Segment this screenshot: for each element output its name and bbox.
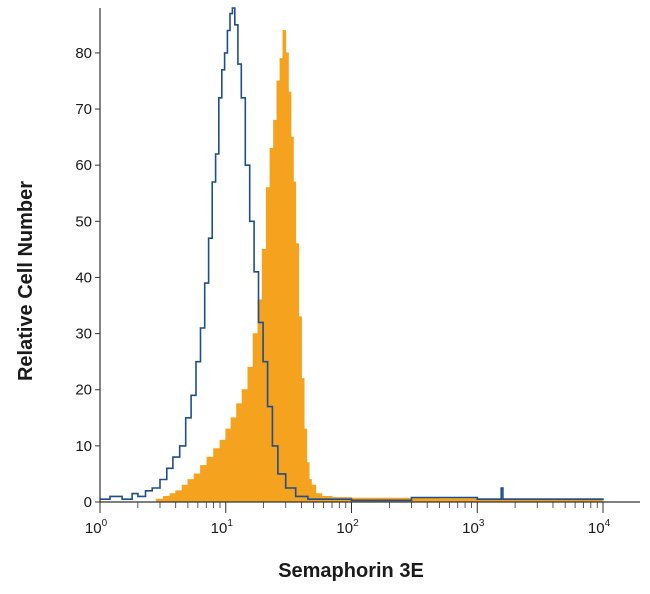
y-tick-label: 30 [75, 326, 92, 343]
x-tick-label: 103 [462, 518, 485, 537]
y-tick-label: 40 [75, 269, 92, 286]
outline-histogram-series [100, 7, 604, 502]
x-tick-label: 101 [211, 518, 234, 537]
y-tick-label: 0 [84, 494, 92, 511]
ticks: 0 10 20 30 40 50 60 70 80 100 101 102 103 104 [75, 45, 610, 537]
y-tick-label: 60 [75, 157, 92, 174]
x-tick-label: 102 [336, 518, 359, 537]
y-axis-title: Relative Cell Number [15, 181, 37, 381]
filled-histogram-series [155, 30, 603, 503]
axes [99, 8, 640, 503]
y-tick-label: 80 [75, 45, 92, 62]
x-axis-title: Semaphorin 3E [278, 560, 424, 582]
y-tick-label: 70 [75, 101, 92, 118]
x-tick-label: 100 [85, 518, 108, 537]
x-tick-label: 104 [588, 518, 611, 537]
y-tick-label: 50 [75, 213, 92, 230]
y-tick-label: 10 [75, 438, 92, 455]
y-tick-label: 20 [75, 382, 92, 399]
plot-area [100, 7, 604, 503]
